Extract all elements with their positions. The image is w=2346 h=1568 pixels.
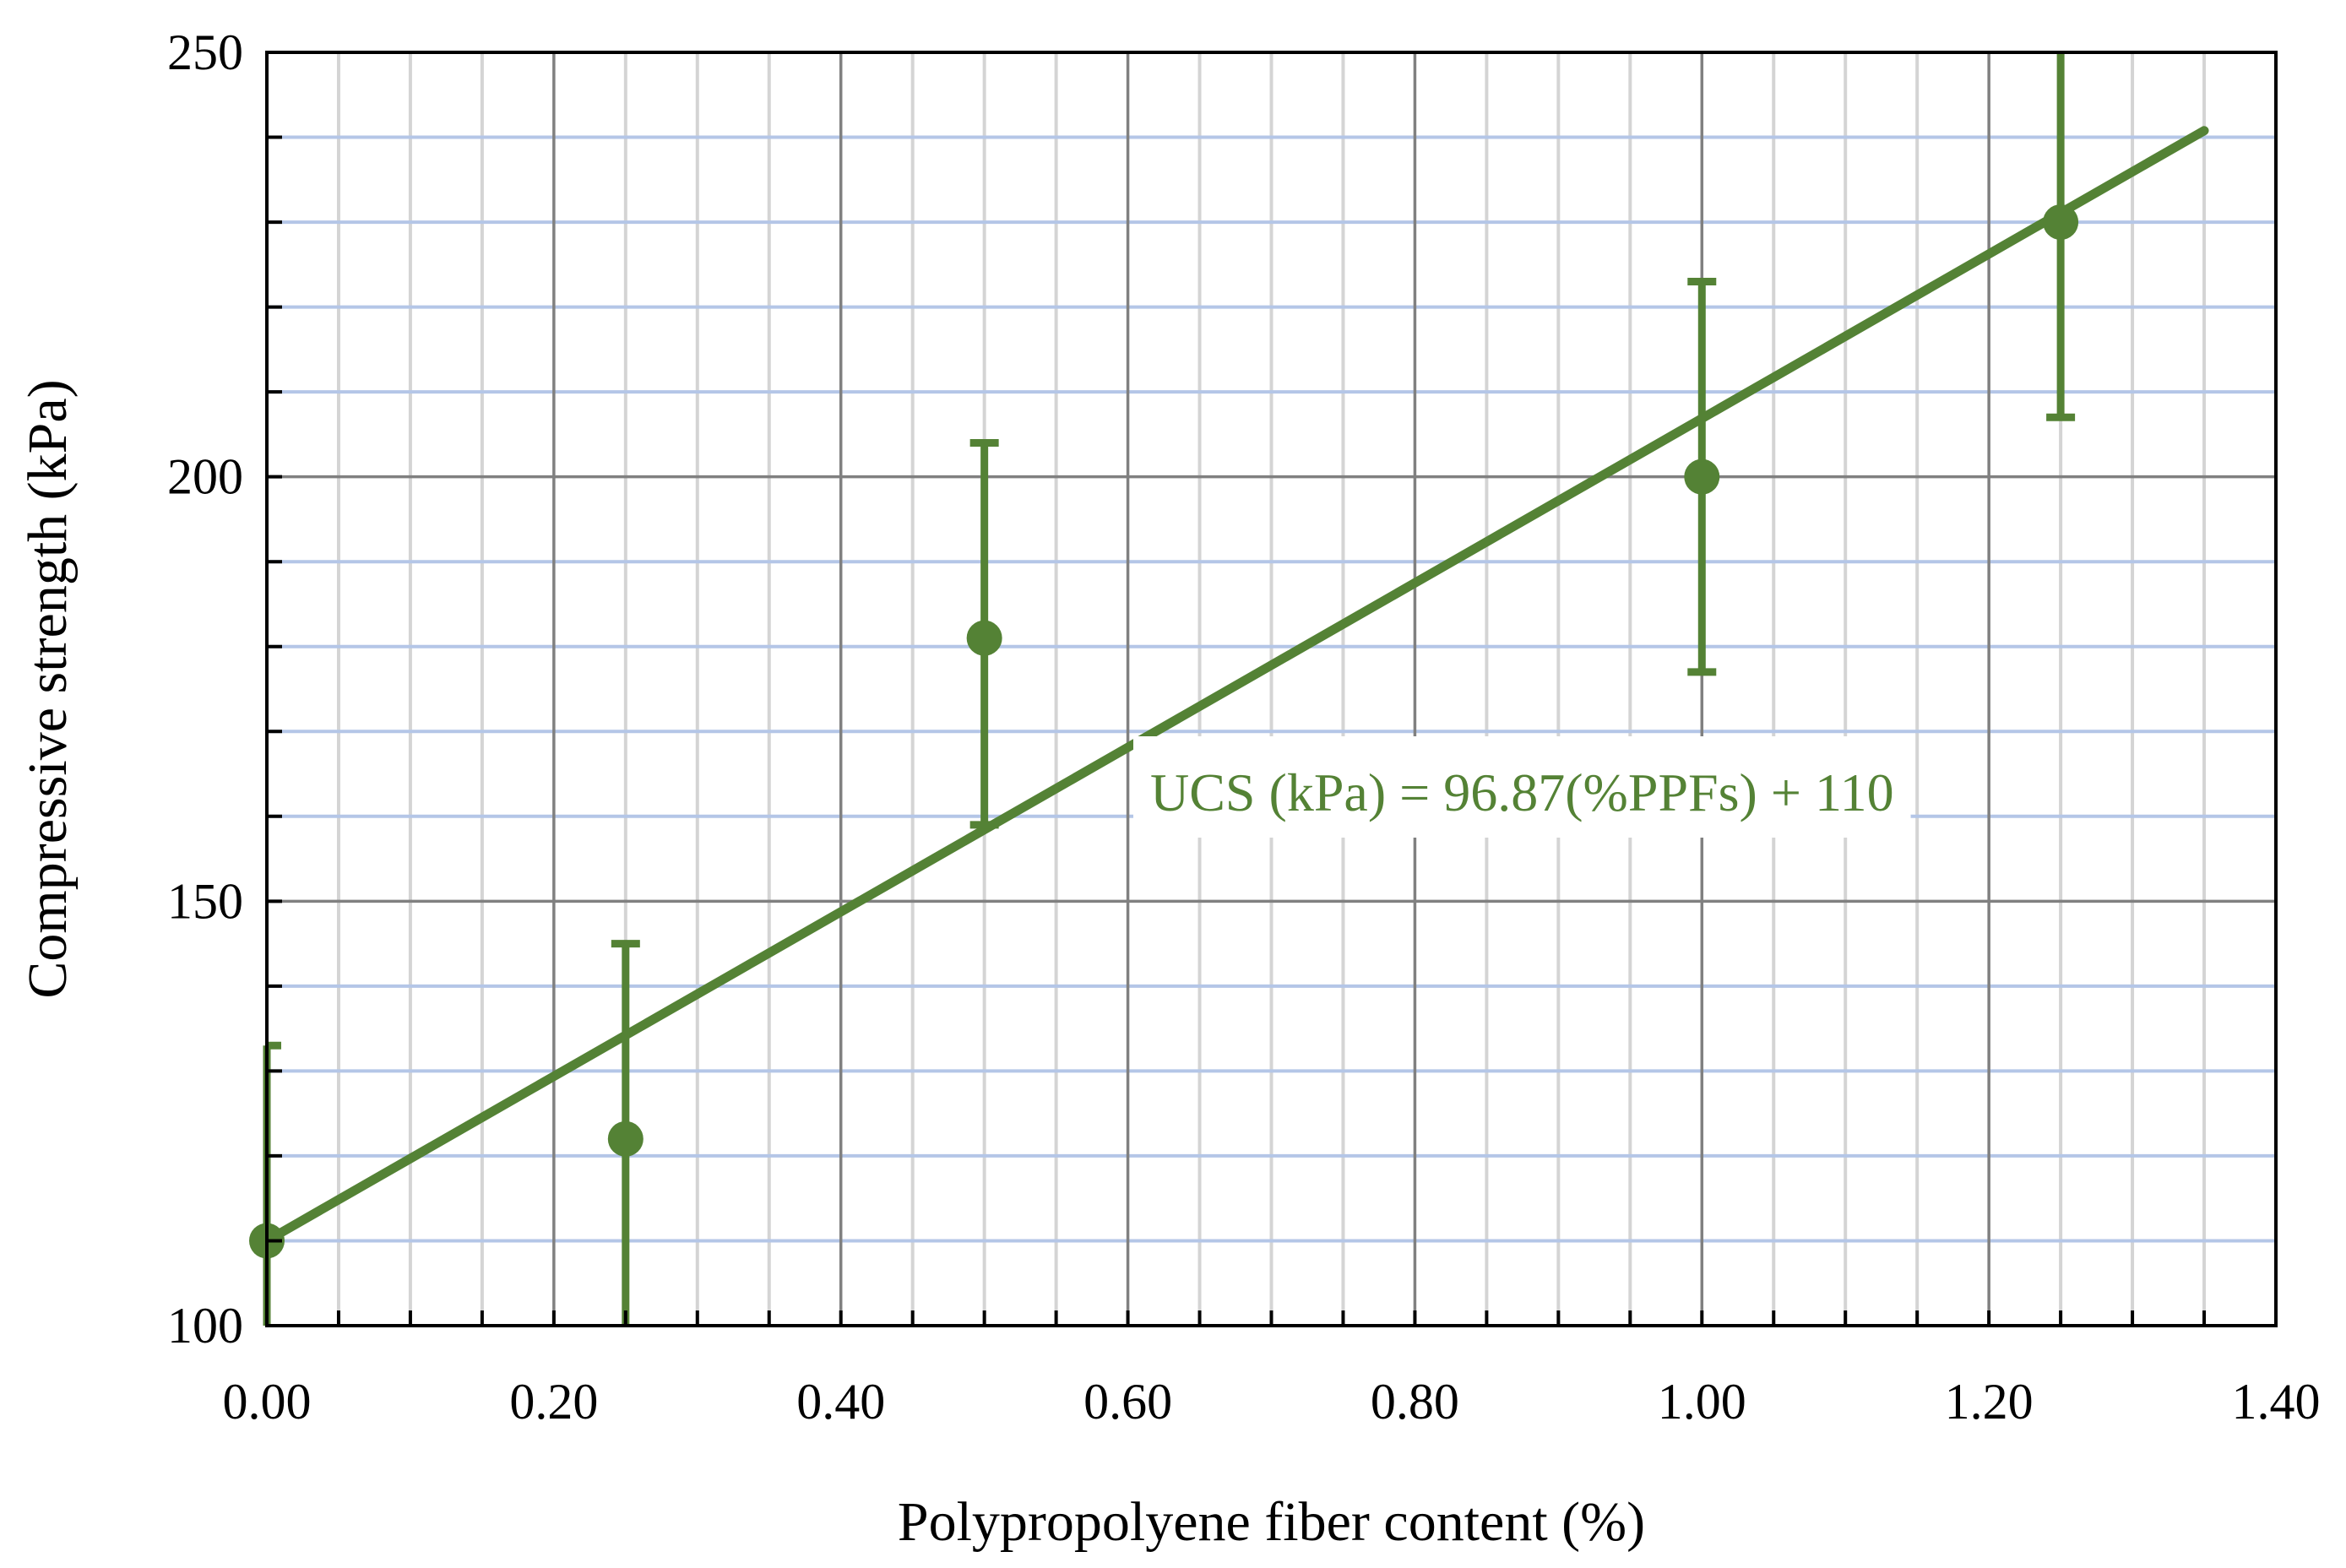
x-tick-label: 1.20 [1945, 1374, 2034, 1430]
x-tick-label: 0.80 [1371, 1374, 1459, 1430]
error-bars [263, 52, 2076, 1326]
equation-label-background [1133, 736, 1911, 838]
trendline-path [262, 126, 2209, 1245]
y-tick-label: 100 [167, 1298, 243, 1354]
x-axis-title: Polypropolyene fiber content (%) [898, 1491, 1645, 1553]
y-axis-title: Compressive strength (kPa) [17, 379, 79, 998]
trendline [262, 126, 2209, 1245]
annotation-layer: UCS (kPa) = 96.87(%PPFs) + 110 [1133, 736, 1911, 838]
y-tick-label: 200 [167, 449, 243, 505]
x-tick-label: 0.00 [223, 1374, 312, 1430]
x-tick-label: 0.20 [509, 1374, 598, 1430]
data-point [1684, 458, 1720, 495]
grid [267, 52, 2276, 1326]
data-point [607, 1120, 644, 1157]
data-points [249, 204, 2079, 1259]
x-tick-label: 0.40 [796, 1374, 885, 1430]
plot-frame [265, 51, 2278, 1327]
trendline-equation-label: UCS (kPa) = 96.87(%PPFs) + 110 [1150, 762, 1894, 822]
y-tick-label: 250 [167, 24, 243, 80]
data-point [2043, 204, 2079, 241]
y-tick-label: 150 [167, 873, 243, 929]
x-tick-label: 1.00 [1658, 1374, 1746, 1430]
tick-labels: 0.00 0.20 0.40 0.60 0.80 1.00 1.20 1.40 100 150 20… [167, 24, 2321, 1430]
x-tick-label: 0.60 [1083, 1374, 1172, 1430]
x-tick-label: 1.40 [2232, 1374, 2321, 1430]
data-point [966, 620, 1002, 656]
